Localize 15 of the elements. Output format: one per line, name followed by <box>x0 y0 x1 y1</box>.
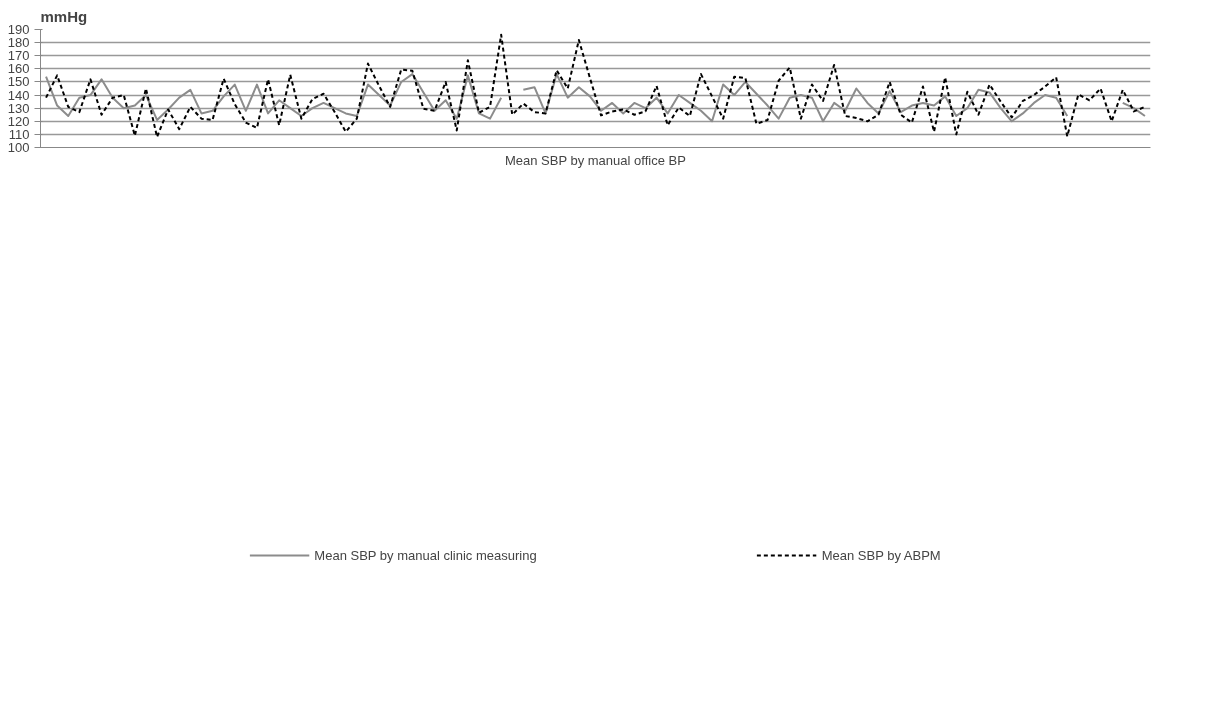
legend-label: Mean SBP by ABPM <box>821 547 941 563</box>
y-tick-label: 150 <box>7 74 30 90</box>
y-tick-label: 110 <box>8 126 30 142</box>
y-axis-title: mmHg <box>40 7 88 25</box>
y-tick-label: 170 <box>7 48 30 64</box>
legend-label: Mean SBP by manual clinic measuring <box>314 547 537 563</box>
line-series <box>45 33 1146 139</box>
y-tick-label: 190 <box>7 22 30 37</box>
x-axis-title: Mean SBP by manual office BP <box>504 152 686 168</box>
y-tick-label: 120 <box>7 113 30 129</box>
y-tick-label: 140 <box>7 87 30 103</box>
y-tick-label: 160 <box>7 61 30 77</box>
y-tick-label: 180 <box>7 35 30 51</box>
y-tick-label: 130 <box>7 100 30 116</box>
y-tick-label: 100 <box>7 140 30 155</box>
